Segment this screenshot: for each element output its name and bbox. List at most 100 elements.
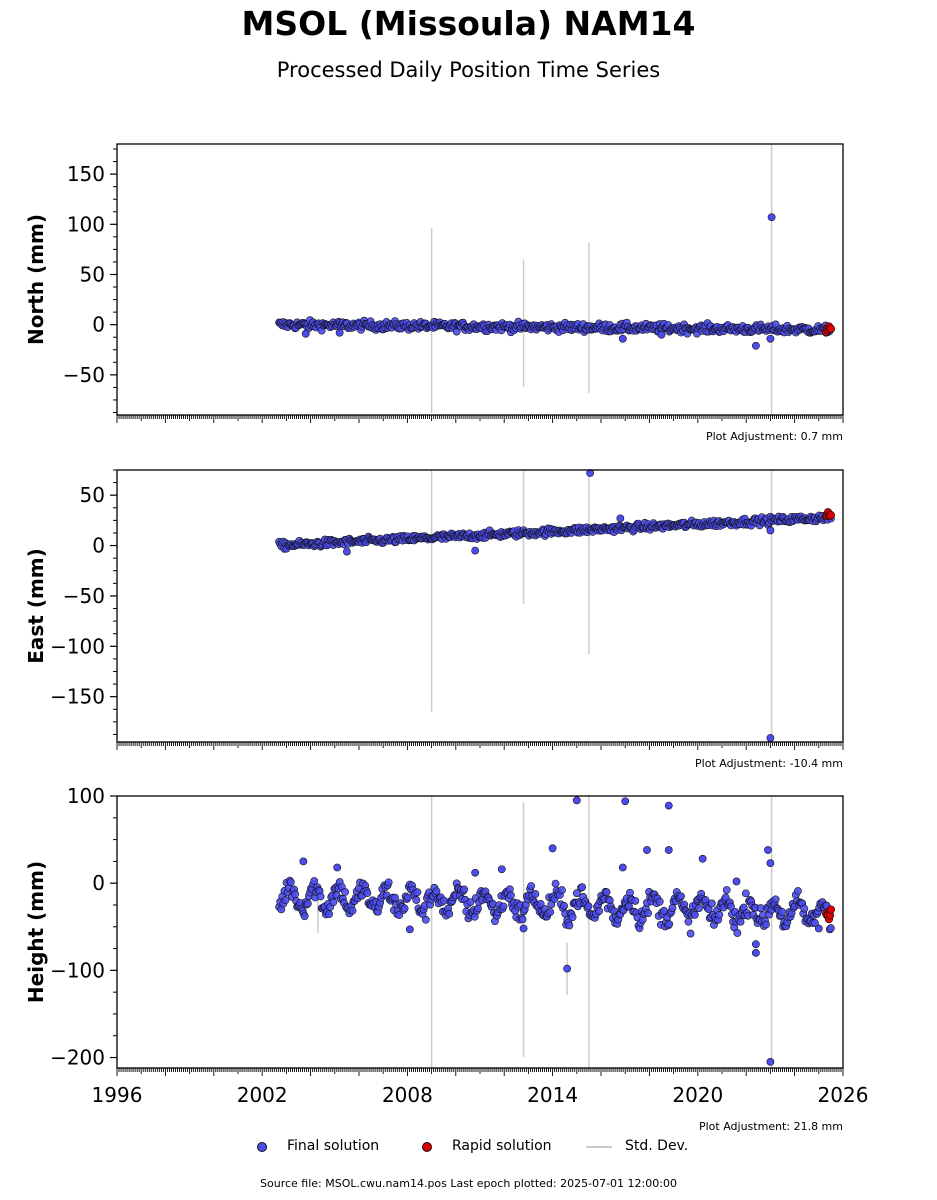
final-solution-point <box>536 900 545 908</box>
final-solution-point <box>741 889 750 898</box>
y-axis-label: Height (mm) <box>24 861 48 1003</box>
final-solution-point <box>300 912 309 921</box>
final-solution-point <box>733 929 742 937</box>
final-solution-point <box>518 915 527 924</box>
final-solution-point <box>412 896 421 904</box>
final-solution-point <box>546 908 555 916</box>
final-solution-point <box>721 893 730 902</box>
final-solution-point <box>794 887 802 895</box>
final-solution-point <box>301 329 310 338</box>
final-solution-point <box>751 940 760 949</box>
final-solution-point <box>316 892 325 901</box>
legend-std-label: Std. Dev. <box>625 1138 689 1154</box>
final-solution-point <box>690 910 699 919</box>
final-solution-point <box>727 902 735 911</box>
y-tick-label: 0 <box>92 871 105 895</box>
final-solution-point <box>766 526 775 535</box>
plot-adjustment-label: Plot Adjustment: 21.8 mm <box>699 1120 843 1133</box>
plot-frame <box>116 469 844 743</box>
final-solution-point <box>684 917 693 926</box>
final-solution-point <box>766 334 775 343</box>
y-axis-label: East (mm) <box>24 548 48 664</box>
final-solution-point <box>811 919 819 927</box>
final-solution-point <box>342 547 351 556</box>
final-solution-point <box>335 328 344 337</box>
final-solution-point <box>519 924 528 933</box>
final-solution-point <box>572 796 581 805</box>
y-tick-label: 100 <box>67 784 105 808</box>
final-solution-point <box>363 889 372 898</box>
final-solution-point <box>800 904 809 913</box>
final-solution-point <box>664 846 673 854</box>
final-solution-point <box>766 859 775 868</box>
y-tick-label: −150 <box>50 685 105 709</box>
legend-final-label: Final solution <box>287 1138 380 1154</box>
final-solution-point <box>578 883 587 892</box>
final-solution-point <box>558 886 566 894</box>
final-solution-point <box>551 879 560 888</box>
final-solution-point <box>736 917 745 926</box>
final-solution-point <box>695 904 703 912</box>
final-solution-point <box>814 924 823 933</box>
final-solution-point <box>766 734 775 742</box>
final-solution-point <box>631 896 640 905</box>
plot-adjustment-label: Plot Adjustment: 0.7 mm <box>706 430 843 443</box>
final-solution-point <box>507 891 515 900</box>
final-solution-point <box>707 899 716 908</box>
final-solution-point <box>325 910 334 919</box>
final-solution-point <box>348 906 357 915</box>
final-solution-point <box>488 900 497 908</box>
plot-frame <box>116 143 844 416</box>
x-tick-label: 2020 <box>672 1083 723 1107</box>
final-solution-point <box>432 887 441 896</box>
final-solution-point <box>643 846 651 854</box>
final-solution-point <box>767 213 776 222</box>
final-solution-point <box>572 889 581 898</box>
final-solution-point <box>568 913 577 922</box>
final-solution-point <box>751 341 760 350</box>
y-tick-label: −100 <box>50 634 105 658</box>
final-solution-point <box>618 863 627 872</box>
final-solution-point <box>497 865 506 874</box>
final-solution-point <box>625 902 633 911</box>
final-solution-point <box>391 893 399 902</box>
final-solution-point <box>766 1057 775 1066</box>
final-solution-point <box>677 892 685 901</box>
final-solution-point <box>657 330 666 339</box>
final-solution-point <box>764 846 772 854</box>
y-tick-label: 0 <box>92 313 105 337</box>
y-tick-label: 100 <box>67 212 105 236</box>
final-solution-point <box>664 801 673 810</box>
rapid-solution-point <box>826 905 836 914</box>
rapid-solution-point <box>826 510 836 520</box>
source-footer: Source file: MSOL.cwu.nam14.pos Last epo… <box>260 1177 677 1190</box>
final-solution-point <box>303 899 312 908</box>
final-solution-point <box>655 897 664 906</box>
final-solution-point <box>466 898 475 907</box>
final-solution-point <box>762 920 770 929</box>
y-tick-label: −50 <box>63 584 105 608</box>
final-solution-point <box>471 546 480 555</box>
x-tick-label: 1996 <box>92 1083 143 1107</box>
final-solution-point <box>618 334 627 343</box>
final-solution-point <box>413 888 422 897</box>
legend-rapid-label: Rapid solution <box>452 1138 552 1154</box>
final-solution-point <box>329 898 338 907</box>
final-solution-point <box>421 915 430 924</box>
y-tick-label: −50 <box>63 363 105 387</box>
final-solution-point <box>474 904 482 913</box>
final-solution-point <box>595 907 604 915</box>
final-solution-marker-icon <box>257 1142 267 1152</box>
final-solution-point <box>698 854 707 863</box>
y-tick-label: −200 <box>50 1046 105 1070</box>
final-solution-point <box>665 920 674 929</box>
final-solution-point <box>778 907 786 916</box>
y-axis-label: North (mm) <box>24 214 48 345</box>
rapid-solution-point <box>826 324 836 333</box>
final-solution-point <box>395 911 404 919</box>
chart-subtitle: Processed Daily Position Time Series <box>276 58 661 82</box>
y-tick-label: 50 <box>80 262 105 286</box>
final-solution-point <box>560 901 568 910</box>
final-solution-point <box>722 886 731 894</box>
